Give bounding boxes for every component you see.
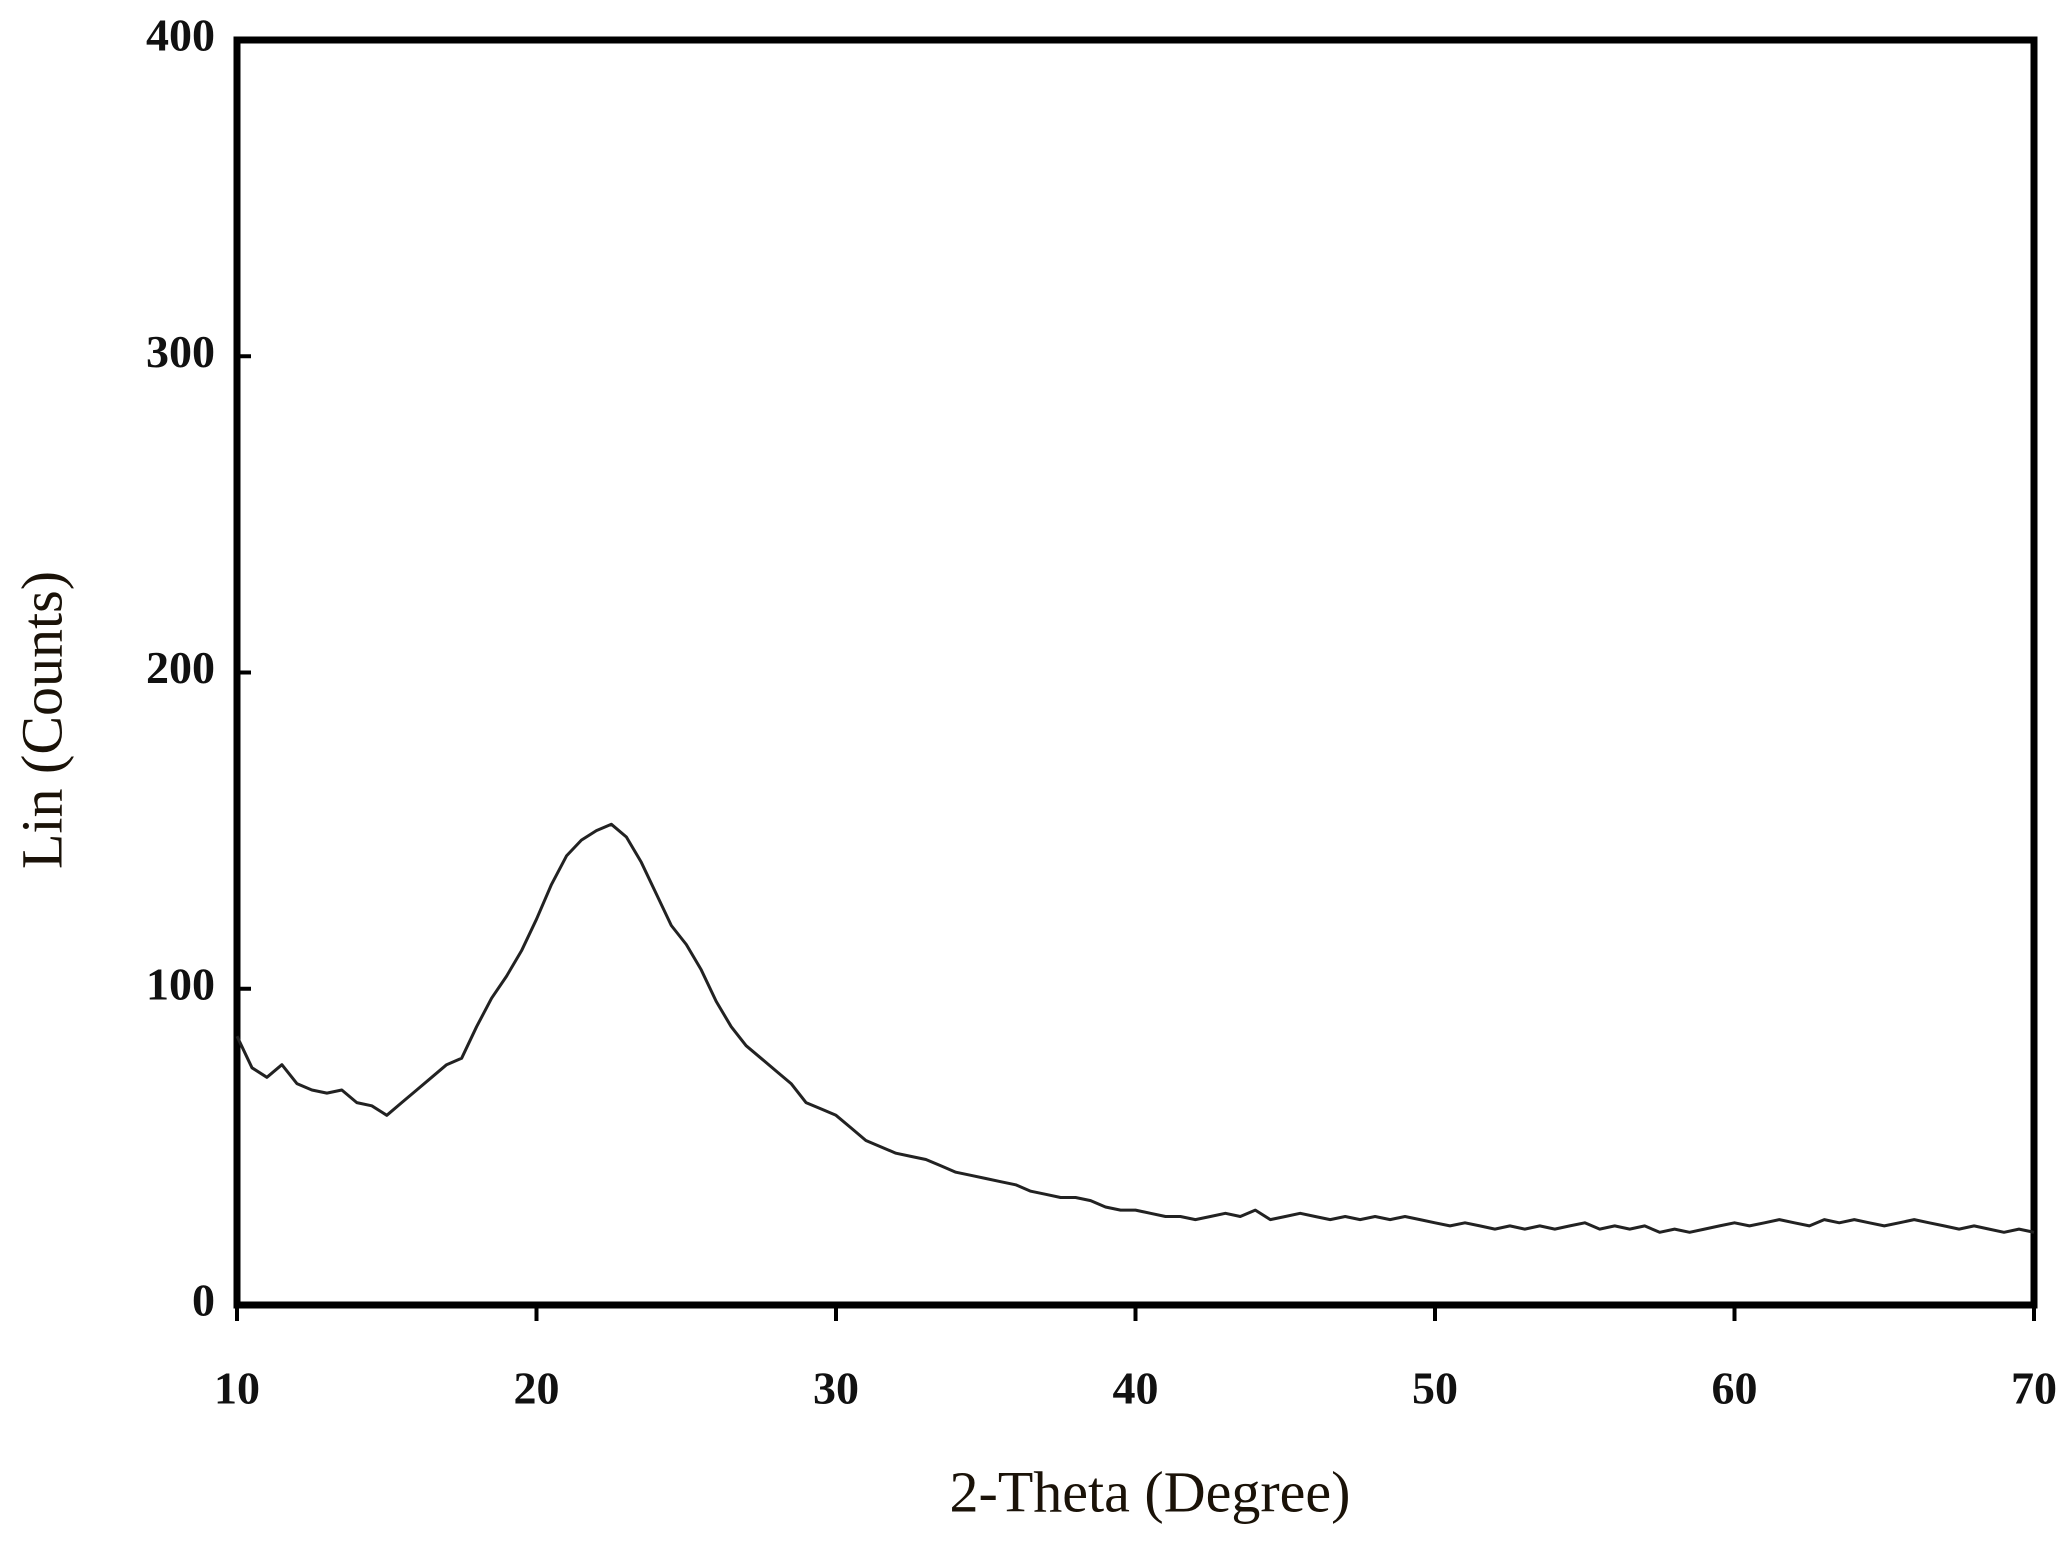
- x-tick-label: 40: [1113, 1363, 1159, 1414]
- y-tick-label: 200: [146, 642, 215, 693]
- y-tick-label: 100: [146, 958, 215, 1009]
- y-tick-label: 0: [192, 1275, 215, 1326]
- plot-frame: [233, 36, 2038, 1309]
- x-tick-label: 10: [214, 1363, 260, 1414]
- x-tick-label: 30: [813, 1363, 859, 1414]
- y-tick-label: 300: [146, 326, 215, 377]
- x-tick-label: 70: [2011, 1363, 2057, 1414]
- x-tick-label: 20: [514, 1363, 560, 1414]
- y-tick-label: 400: [146, 10, 215, 61]
- y-axis-title: Lin (Counts): [9, 571, 74, 869]
- x-axis-title: 2-Theta (Degree): [950, 1459, 1351, 1524]
- data-line: [235, 822, 2035, 1234]
- x-tick-label: 60: [1712, 1363, 1758, 1414]
- x-tick-label: 50: [1412, 1363, 1458, 1414]
